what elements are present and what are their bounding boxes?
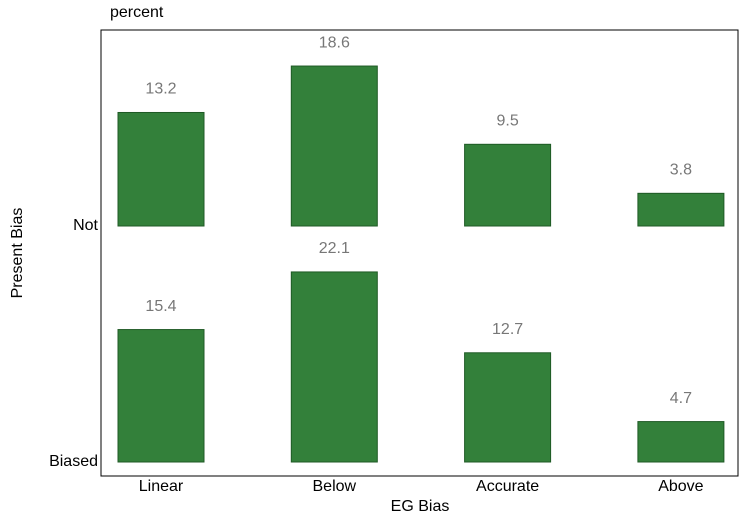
y-axis-label: Present Bias: [9, 208, 26, 299]
value-label: 18.6: [319, 34, 350, 51]
bar: [290, 271, 378, 463]
value-label: 22.1: [319, 240, 350, 257]
bar: [290, 65, 378, 227]
bar: [117, 329, 205, 463]
value-label: 3.8: [670, 162, 692, 179]
bar: [637, 421, 725, 463]
y-row-label: Biased: [49, 453, 98, 470]
bar: [464, 352, 552, 463]
plot-frame: [100, 29, 739, 477]
x-tick-label: Above: [658, 478, 703, 495]
x-tick-label: Below: [313, 478, 357, 495]
value-label: 9.5: [496, 113, 518, 130]
bar: [637, 192, 725, 227]
x-tick-label: Accurate: [476, 478, 539, 495]
chart-title: percent: [110, 4, 164, 21]
y-row-label: Not: [73, 217, 98, 234]
x-tick-label: Linear: [139, 478, 184, 495]
bar: [464, 143, 552, 227]
value-label: 15.4: [145, 298, 176, 315]
x-axis-label: EG Bias: [391, 498, 450, 514]
value-label: 12.7: [492, 321, 523, 338]
bar: [117, 111, 205, 227]
value-label: 13.2: [145, 81, 176, 98]
value-label: 4.7: [670, 390, 692, 407]
